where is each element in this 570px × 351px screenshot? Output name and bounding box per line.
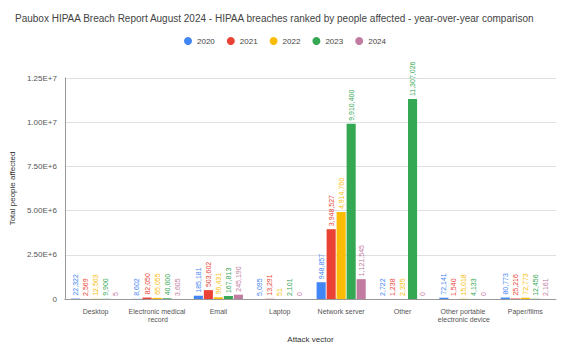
svg-text:2,161: 2,161	[542, 278, 549, 296]
svg-text:0: 0	[296, 292, 303, 296]
svg-text:2,101: 2,101	[286, 278, 293, 296]
svg-text:0: 0	[52, 295, 57, 304]
svg-text:15,018: 15,018	[460, 274, 467, 296]
svg-text:Network server: Network server	[318, 308, 366, 315]
svg-text:1,238: 1,238	[389, 278, 396, 296]
svg-text:2023: 2023	[325, 37, 343, 46]
svg-text:Email: Email	[210, 308, 228, 315]
svg-text:Total people affected: Total people affected	[8, 152, 17, 226]
svg-text:3,948,527: 3,948,527	[328, 195, 335, 226]
svg-text:2022: 2022	[283, 37, 301, 46]
svg-text:72,773: 72,773	[522, 273, 529, 295]
svg-text:0: 0	[419, 292, 426, 296]
svg-text:72,141: 72,141	[440, 273, 447, 295]
svg-text:8,602: 8,602	[133, 278, 140, 296]
svg-text:503,602: 503,602	[205, 262, 212, 287]
svg-text:2.50E+6: 2.50E+6	[27, 250, 58, 259]
svg-text:948,857: 948,857	[318, 254, 325, 279]
svg-text:4,914,760: 4,914,760	[338, 178, 345, 209]
svg-text:25,216: 25,216	[512, 274, 519, 296]
svg-text:96,431: 96,431	[215, 273, 222, 295]
svg-text:65,055: 65,055	[154, 273, 161, 295]
svg-text:12,456: 12,456	[532, 274, 539, 296]
svg-text:13,291: 13,291	[266, 274, 273, 296]
svg-text:82,050: 82,050	[144, 273, 151, 295]
svg-text:2024: 2024	[368, 37, 386, 46]
svg-text:record: record	[146, 316, 168, 323]
svg-text:40,000: 40,000	[164, 274, 171, 296]
svg-text:2,722: 2,722	[379, 278, 386, 296]
svg-text:245,190: 245,190	[235, 266, 242, 291]
svg-text:51: 51	[276, 288, 283, 296]
svg-text:5: 5	[112, 292, 119, 296]
svg-text:1.25E+7: 1.25E+7	[27, 74, 58, 83]
svg-text:5,095: 5,095	[256, 278, 263, 296]
svg-text:4,133: 4,133	[470, 278, 477, 296]
svg-text:Attack vector: Attack vector	[287, 335, 334, 344]
svg-text:2020: 2020	[197, 37, 215, 46]
svg-text:12,503: 12,503	[92, 274, 99, 296]
svg-text:Other: Other	[394, 308, 412, 315]
svg-text:167,813: 167,813	[225, 268, 232, 293]
svg-text:1,121,545: 1,121,545	[358, 245, 365, 276]
svg-text:22,322: 22,322	[72, 274, 79, 296]
svg-text:Paper/films: Paper/films	[508, 308, 544, 316]
svg-text:1,540: 1,540	[450, 278, 457, 296]
svg-text:0: 0	[480, 292, 487, 296]
svg-text:9,910,400: 9,910,400	[348, 90, 355, 121]
svg-text:2,335: 2,335	[399, 278, 406, 296]
svg-text:Desktop: Desktop	[83, 308, 109, 316]
svg-text:Other portable: Other portable	[441, 308, 488, 316]
svg-text:2,569: 2,569	[82, 278, 89, 296]
svg-text:Paubox HIPAA Breach Report Aug: Paubox HIPAA Breach Report August 2024 -…	[15, 13, 534, 24]
svg-text:80,773: 80,773	[502, 273, 509, 295]
svg-text:5.00E+6: 5.00E+6	[27, 206, 58, 215]
svg-text:Electronic medical: Electronic medical	[129, 308, 186, 315]
svg-text:7.50E+6: 7.50E+6	[27, 162, 58, 171]
svg-text:1.00E+7: 1.00E+7	[27, 118, 58, 127]
svg-text:2021: 2021	[240, 37, 258, 46]
svg-text:185,181: 185,181	[195, 267, 202, 292]
svg-text:9,900: 9,900	[102, 278, 109, 296]
svg-text:3,605: 3,605	[174, 278, 181, 296]
svg-text:Laptop: Laptop	[269, 308, 291, 316]
svg-text:electronic device: electronic device	[438, 316, 490, 323]
svg-text:11,307,026: 11,307,026	[409, 61, 416, 96]
